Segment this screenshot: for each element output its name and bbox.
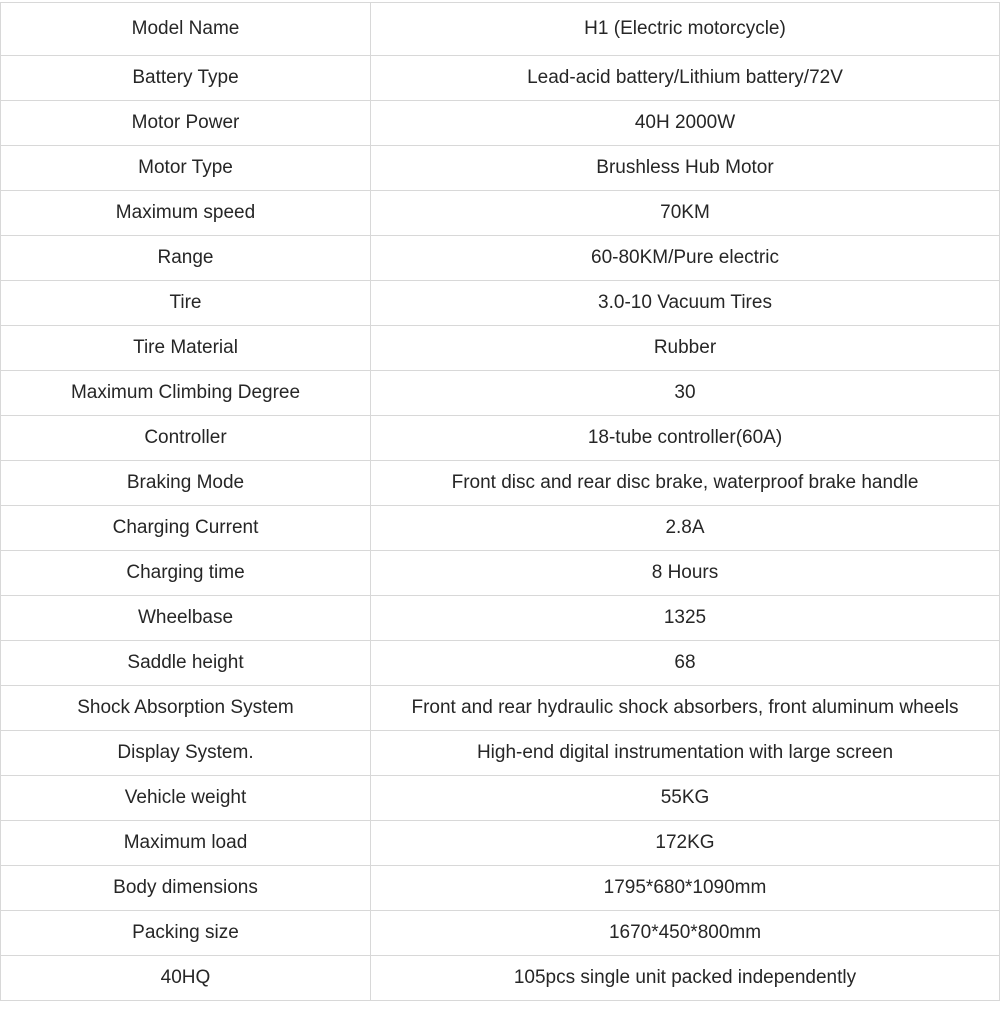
spec-label-cell: Model Name [0, 2, 371, 56]
spec-row: Motor Type Brushless Hub Motor [0, 145, 1000, 191]
spec-row: 40HQ 105pcs single unit packed independe… [0, 955, 1000, 1001]
spec-row: Battery Type Lead-acid battery/Lithium b… [0, 55, 1000, 101]
spec-value-cell: 70KM [370, 190, 1000, 236]
spec-label-cell: Charging Current [0, 505, 371, 551]
spec-row: Wheelbase 1325 [0, 595, 1000, 641]
spec-row: Shock Absorption System Front and rear h… [0, 685, 1000, 731]
spec-table-body: Model Name H1 (Electric motorcycle) Batt… [0, 2, 1000, 1001]
spec-value-cell: 18-tube controller(60A) [370, 415, 1000, 461]
spec-label-cell: Motor Power [0, 100, 371, 146]
spec-label-cell: Body dimensions [0, 865, 371, 911]
spec-value-cell: 8 Hours [370, 550, 1000, 596]
spec-value-cell: 60-80KM/Pure electric [370, 235, 1000, 281]
spec-label-cell: Battery Type [0, 55, 371, 101]
spec-label-cell: Maximum Climbing Degree [0, 370, 371, 416]
spec-value-cell: 30 [370, 370, 1000, 416]
spec-value-cell: 40H 2000W [370, 100, 1000, 146]
spec-label-cell: Tire [0, 280, 371, 326]
spec-value-cell: 3.0-10 Vacuum Tires [370, 280, 1000, 326]
spec-value-cell: 1795*680*1090mm [370, 865, 1000, 911]
spec-row: Charging time 8 Hours [0, 550, 1000, 596]
spec-row: Saddle height 68 [0, 640, 1000, 686]
spec-value-cell: 172KG [370, 820, 1000, 866]
spec-label-cell: Maximum load [0, 820, 371, 866]
spec-row: Braking Mode Front disc and rear disc br… [0, 460, 1000, 506]
spec-value-cell: Front disc and rear disc brake, waterpro… [370, 460, 1000, 506]
spec-row: Controller 18-tube controller(60A) [0, 415, 1000, 461]
spec-value-cell: Brushless Hub Motor [370, 145, 1000, 191]
spec-label-cell: Braking Mode [0, 460, 371, 506]
spec-row: Packing size 1670*450*800mm [0, 910, 1000, 956]
spec-value-cell: Front and rear hydraulic shock absorbers… [370, 685, 1000, 731]
spec-row: Tire 3.0-10 Vacuum Tires [0, 280, 1000, 326]
spec-row: Maximum load 172KG [0, 820, 1000, 866]
spec-label-cell: Controller [0, 415, 371, 461]
spec-value-cell: 1670*450*800mm [370, 910, 1000, 956]
spec-table: Model Name H1 (Electric motorcycle) Batt… [0, 2, 1000, 1001]
spec-label-cell: Tire Material [0, 325, 371, 371]
spec-label-cell: Shock Absorption System [0, 685, 371, 731]
spec-label-cell: Vehicle weight [0, 775, 371, 821]
spec-row: Tire Material Rubber [0, 325, 1000, 371]
spec-row: Maximum speed 70KM [0, 190, 1000, 236]
spec-value-cell: 55KG [370, 775, 1000, 821]
spec-label-cell: Saddle height [0, 640, 371, 686]
spec-value-cell: Rubber [370, 325, 1000, 371]
spec-row: Range 60-80KM/Pure electric [0, 235, 1000, 281]
spec-value-cell: 2.8A [370, 505, 1000, 551]
spec-label-cell: Motor Type [0, 145, 371, 191]
spec-row: Vehicle weight 55KG [0, 775, 1000, 821]
spec-value-cell: High-end digital instrumentation with la… [370, 730, 1000, 776]
spec-label-cell: Charging time [0, 550, 371, 596]
spec-label-cell: Wheelbase [0, 595, 371, 641]
spec-value-cell: 105pcs single unit packed independently [370, 955, 1000, 1001]
spec-row: Motor Power 40H 2000W [0, 100, 1000, 146]
spec-value-cell: 1325 [370, 595, 1000, 641]
spec-row: Model Name H1 (Electric motorcycle) [0, 2, 1000, 56]
spec-label-cell: Maximum speed [0, 190, 371, 236]
spec-row: Body dimensions 1795*680*1090mm [0, 865, 1000, 911]
spec-label-cell: 40HQ [0, 955, 371, 1001]
spec-row: Display System. High-end digital instrum… [0, 730, 1000, 776]
spec-label-cell: Display System. [0, 730, 371, 776]
spec-row: Charging Current 2.8A [0, 505, 1000, 551]
spec-value-cell: Lead-acid battery/Lithium battery/72V [370, 55, 1000, 101]
spec-label-cell: Range [0, 235, 371, 281]
spec-value-cell: 68 [370, 640, 1000, 686]
spec-row: Maximum Climbing Degree 30 [0, 370, 1000, 416]
spec-label-cell: Packing size [0, 910, 371, 956]
spec-value-cell: H1 (Electric motorcycle) [370, 2, 1000, 56]
